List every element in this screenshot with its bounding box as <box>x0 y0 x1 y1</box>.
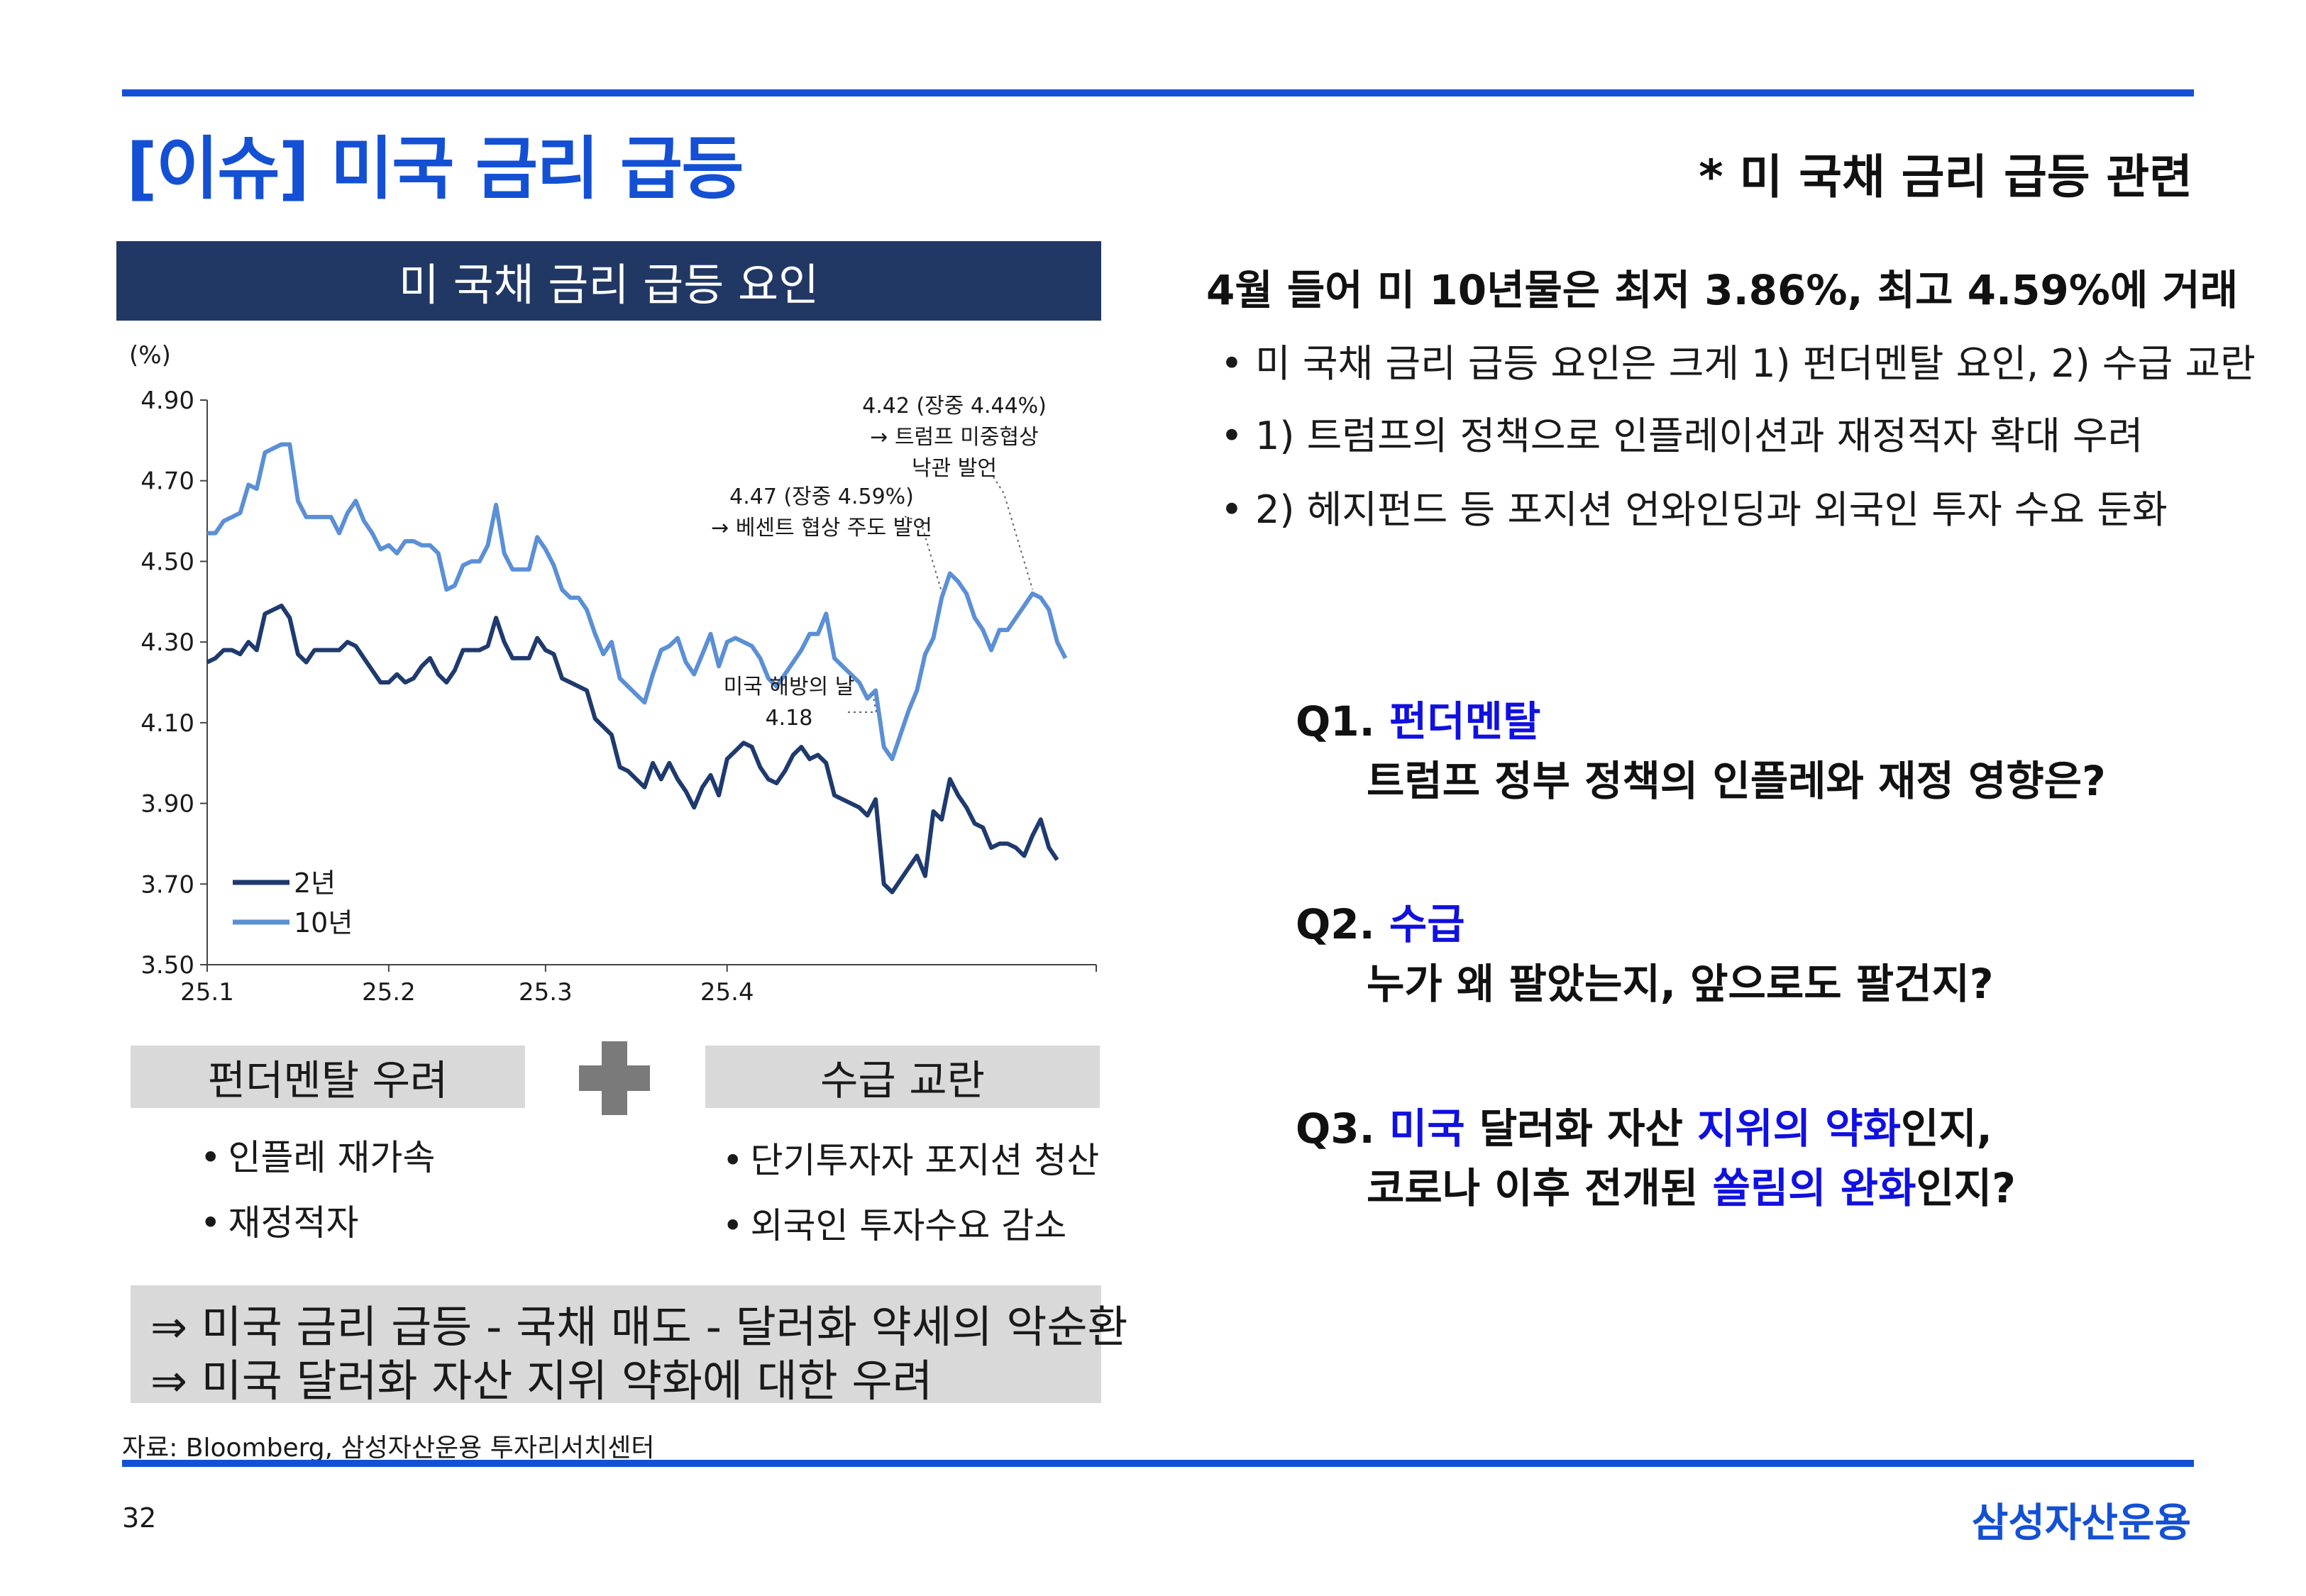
x-tick-label: 25.4 <box>700 978 754 1007</box>
y-tick-label: 3.50 <box>140 951 194 980</box>
y-unit-label: (%) <box>129 341 171 370</box>
summary-bullet: • 미 국채 금리 급등 요인은 크게 1) 펀더멘탈 요인, 2) 수급 교란 <box>1220 341 2256 386</box>
plus-icon-bar <box>579 1065 650 1091</box>
annotation-leader <box>848 694 878 713</box>
legend-label: 10년 <box>294 907 353 938</box>
annotation-text: 4.47 (장중 4.59%) <box>729 484 914 509</box>
y-tick-label: 4.50 <box>140 548 194 576</box>
y-tick-label: 4.90 <box>140 387 194 415</box>
question-1-detail: 트럼프 정부 정책의 인플레와 재정 영향은? <box>1367 757 2106 805</box>
question-3-detail: 코로나 이후 전개된 쏠림의 완화인지? <box>1367 1164 2016 1212</box>
top-rule <box>122 89 2194 96</box>
question-2-detail: 누가 왜 팔았는지, 앞으로도 팔건지? <box>1367 960 1994 1008</box>
section-subtitle: * 미 국채 금리 급등 관련 <box>1699 150 2192 204</box>
page-number: 32 <box>122 1502 157 1534</box>
y-tick-label: 4.70 <box>140 467 194 496</box>
conclusion-line: ⇒ 미국 금리 급등 - 국채 매도 - 달러화 약세의 악순환 <box>150 1301 1128 1353</box>
legend-label: 2년 <box>294 868 336 899</box>
annotation-text: 4.18 <box>766 706 813 731</box>
x-tick-label: 25.2 <box>362 978 416 1007</box>
y-tick-label: 4.30 <box>140 628 194 657</box>
annotation-leader <box>993 476 1034 590</box>
fundamental-factor-label: 펀더멘탈 우려 <box>131 1046 525 1108</box>
fundamental-item: • 인플레 재가속 <box>200 1137 436 1178</box>
annotation-text: 미국 해방의 날 <box>724 675 855 699</box>
annotation-text: 4.42 (장중 4.44%) <box>862 394 1047 419</box>
fundamental-item: • 재정적자 <box>200 1202 359 1243</box>
annotation-text: → 베센트 협상 주도 발언 <box>711 516 932 541</box>
bottom-rule <box>122 1460 2194 1467</box>
summary-bullet: • 1) 트럼프의 정책으로 인플레이션과 재정적자 확대 우려 <box>1220 414 2144 458</box>
y-tick-label: 4.10 <box>140 709 194 738</box>
source-note: 자료: Bloomberg, 삼성자산운용 투자리서치센터 <box>122 1434 655 1463</box>
headline: 4월 들어 미 10년물은 최저 3.86%, 최고 4.59%에 거래 <box>1206 266 2239 314</box>
series-line-2y <box>206 604 1059 894</box>
question-2: Q2. 수급 <box>1296 900 1465 948</box>
question-1: Q1. 펀더멘탈 <box>1296 697 1541 746</box>
conclusion-box: ⇒ 미국 금리 급등 - 국채 매도 - 달러화 약세의 악순환 ⇒ 미국 달러… <box>131 1285 1128 1407</box>
annotation-leader <box>904 516 943 592</box>
supply-demand-factor-label: 수급 교란 <box>705 1046 1100 1108</box>
summary-bullet: • 2) 헤지펀드 등 포지션 언와인딩과 외국인 투자 수요 둔화 <box>1220 487 2168 532</box>
supply-item: • 외국인 투자수요 감소 <box>722 1205 1067 1246</box>
question-3: Q3. 미국 달러화 자산 지위의 약화인지, <box>1296 1104 1992 1153</box>
y-tick-label: 3.70 <box>140 870 194 899</box>
annotation-text: 낙관 발언 <box>912 456 997 481</box>
series-line-10y <box>207 442 1068 761</box>
x-tick-label: 25.1 <box>180 978 234 1007</box>
chart-banner: 미 국채 금리 급등 요인 <box>116 241 1101 321</box>
brand-logo: 삼성자산운용 <box>1971 1500 2191 1546</box>
x-tick-label: 25.3 <box>519 978 573 1007</box>
supply-item: • 단기투자자 포지션 청산 <box>722 1140 1100 1181</box>
conclusion-line: ⇒ 미국 달러화 자산 지위 약화에 대한 우려 <box>150 1355 933 1407</box>
annotation-text: → 트럼프 미중협상 <box>870 425 1038 450</box>
y-tick-label: 3.90 <box>140 790 194 819</box>
page-title: [이슈] 미국 금리 급등 <box>126 129 744 209</box>
